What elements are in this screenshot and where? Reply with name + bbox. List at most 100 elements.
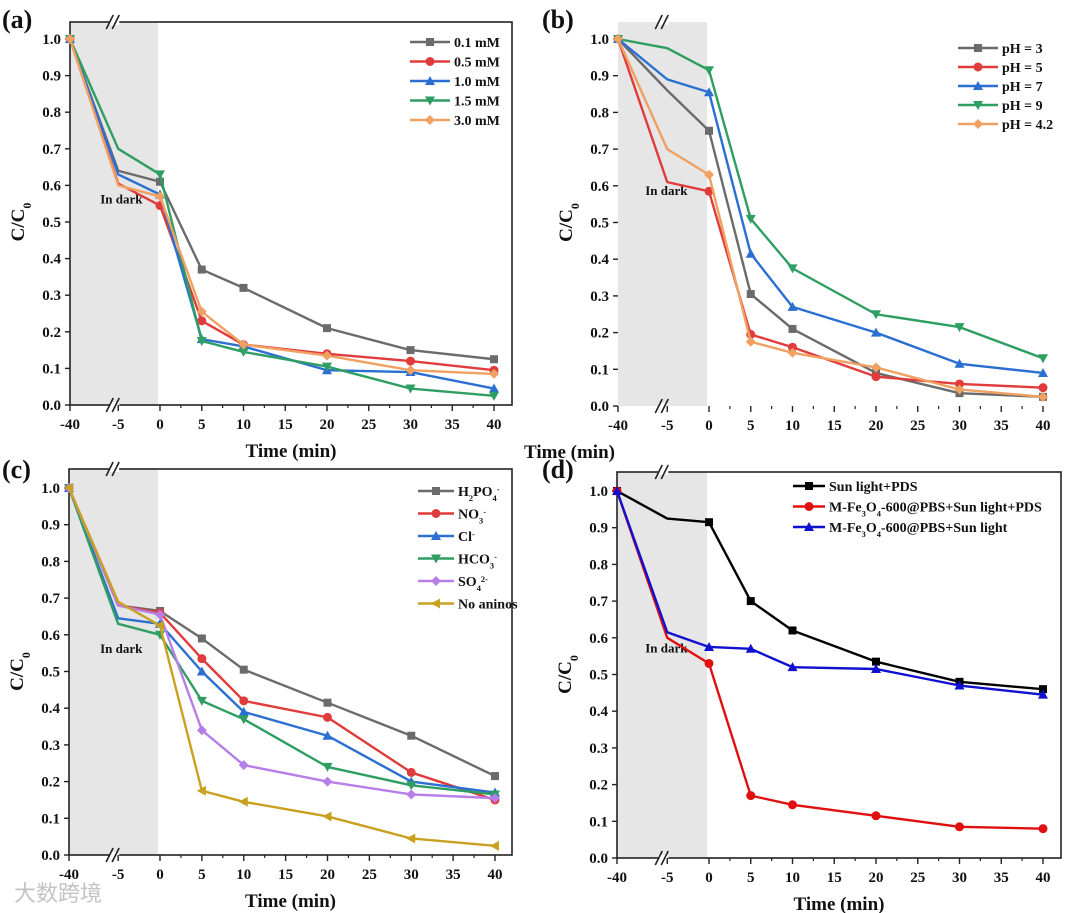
label-part: HCO (458, 553, 490, 568)
data-point (238, 760, 249, 771)
x-tick-label: 0 (705, 418, 713, 434)
legend-label: SO42- (458, 575, 488, 593)
y-tick-label: 1.0 (41, 481, 60, 497)
panel-c: 0.00.10.20.30.40.50.60.70.80.91.0-40 -5 0 5… (2, 455, 518, 912)
axis-break-gap (658, 19, 669, 25)
y-axis-label: C/C0 (556, 203, 582, 242)
x-tick-label: 5 (198, 867, 206, 883)
data-point (238, 715, 249, 725)
series-4 (613, 34, 1048, 402)
watermark: 大数跨境 (14, 882, 103, 907)
data-point (64, 483, 73, 493)
data-point (955, 822, 964, 832)
x-tick-label: 35 (445, 417, 460, 433)
x-tick-label: -40 (59, 867, 79, 883)
legend-marker (425, 57, 435, 66)
y-tick-label: 0.5 (590, 216, 609, 232)
label-part: 3.0 mM (454, 114, 500, 129)
x-axis-label: Time (min) (524, 442, 615, 463)
y-tick-label: 0.2 (42, 325, 61, 341)
data-point (155, 170, 165, 180)
data-point (1038, 383, 1048, 393)
data-point (1038, 391, 1048, 402)
data-point (871, 327, 881, 337)
x-tick-label: 25 (910, 418, 925, 434)
y-tick-label: 0.0 (589, 851, 608, 867)
data-point (1038, 824, 1048, 834)
x-tick-label: 20 (320, 867, 335, 883)
axis-break-gap (658, 469, 669, 475)
axis-break-mark (654, 14, 663, 30)
label-part: pH = 7 (1002, 80, 1043, 95)
data-point (489, 391, 499, 401)
legend-label: M-Fe3O4-600@PBS+Sun light+PDS (829, 501, 1042, 519)
plot-frame (616, 471, 1062, 859)
x-tick-label: 40 (1036, 418, 1051, 434)
data-point (745, 336, 756, 347)
x-tick-label: 30 (952, 418, 967, 434)
data-point (490, 840, 499, 851)
data-point (323, 712, 332, 722)
x-tick-label: 5 (747, 870, 755, 886)
data-point (704, 169, 714, 180)
data-point (406, 356, 415, 366)
data-point (406, 767, 416, 777)
legend-label: Cl- (458, 530, 475, 546)
legend-marker (431, 531, 441, 540)
x-tick-label: 0 (705, 870, 713, 886)
x-tick-label: -40 (608, 418, 628, 434)
data-point (197, 634, 206, 643)
legend-label: H2PO4- (458, 485, 500, 503)
series-5 (64, 483, 499, 851)
label-part: O (866, 501, 877, 516)
axis-break-mark (660, 14, 669, 30)
series-line (617, 37, 1044, 360)
series-line (68, 38, 495, 376)
series-line (67, 487, 496, 848)
data-point (155, 620, 164, 631)
x-tick-label: -40 (607, 870, 627, 886)
x-tick-label: -5 (661, 870, 674, 886)
x-axis-label: Time (min) (794, 894, 885, 913)
data-point (197, 265, 206, 274)
series-line (616, 489, 1044, 691)
series-line (617, 38, 1044, 375)
label-part: 2 (469, 494, 473, 503)
y-tick-label: 0.1 (589, 814, 608, 830)
panel-a: 0.0 0.1 0.2 0.3 0.4 0.5 0.6 0.7 0.8 0.9 1.0 -40 -5 0 5… (2, 5, 513, 462)
y-axis-label-main: C/C (556, 209, 577, 242)
axis-break-gap (658, 403, 669, 409)
axis-break-mark (105, 397, 114, 413)
y-axis-label-sub: 0 (20, 203, 34, 209)
y-axis-label-sub: 0 (19, 652, 33, 658)
axis-break-mark (660, 850, 669, 866)
data-point (196, 666, 207, 676)
dark-region (69, 469, 158, 855)
x-tick-label: 10 (236, 867, 251, 883)
y-tick-label: 1.0 (589, 484, 608, 500)
legend-marker (426, 38, 434, 46)
axis-break-mark (660, 464, 669, 480)
legend-marker (973, 62, 983, 72)
y-tick-label: 0.5 (42, 215, 61, 231)
series-line (67, 487, 496, 794)
y-tick-label: 0.9 (41, 518, 60, 534)
legend-label: pH = 4.2 (1002, 118, 1053, 133)
data-point (406, 833, 416, 844)
axis-break-mark (111, 461, 120, 477)
data-point (238, 339, 249, 350)
data-point (196, 696, 207, 706)
y-tick-label: 0.2 (589, 778, 608, 794)
data-point (407, 731, 416, 740)
y-tick-label: 0.7 (41, 591, 60, 607)
series-line (68, 38, 495, 361)
data-point (704, 66, 714, 76)
x-tick-label: 5 (747, 418, 755, 434)
data-point (239, 283, 248, 292)
x-tick-label: 40 (1036, 870, 1051, 886)
data-point (196, 336, 207, 346)
y-tick-label: 0.4 (42, 252, 61, 268)
label-part: - (472, 530, 475, 539)
x-tick-label: 30 (952, 870, 967, 886)
